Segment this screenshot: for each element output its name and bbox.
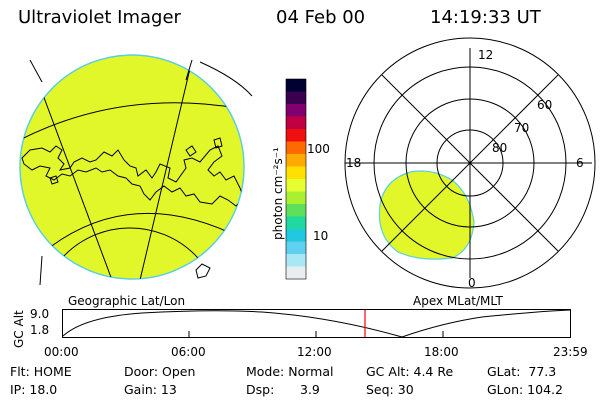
colorbar-segment xyxy=(286,241,306,255)
island-3 xyxy=(213,137,223,149)
colorbar-tick-10: 10 xyxy=(313,229,329,243)
altitude-plot xyxy=(62,309,571,338)
island-1 xyxy=(49,175,59,185)
coastline xyxy=(21,145,244,207)
altitude-curve xyxy=(62,309,571,338)
colorbar-segment xyxy=(286,179,306,192)
colorbar-segment xyxy=(286,191,306,205)
status-glon: GLon: 104.2 xyxy=(487,382,563,397)
geographic-image-panel xyxy=(19,54,253,286)
status-gc-alt: GC Alt: 4.4 Re xyxy=(366,364,454,379)
colorbar-unit-label: photon cm⁻²s⁻¹ xyxy=(271,147,285,240)
colorbar-segment xyxy=(286,104,306,117)
mag-panel-caption: Apex MLat/MLT xyxy=(413,294,503,308)
mlat-mlt-polar-plot xyxy=(344,37,596,289)
outer-arc-topright xyxy=(199,61,253,97)
colorbar-segment xyxy=(286,204,306,217)
status-flt: Flt: HOME xyxy=(10,364,72,379)
instrument-title: Ultraviolet Imager xyxy=(18,7,181,28)
status-gain: Gain: 13 xyxy=(124,382,177,397)
mlat-label-60: 60 xyxy=(537,98,553,112)
mlat-label-80: 80 xyxy=(492,141,508,155)
colorbar-segment xyxy=(286,79,306,92)
altitude-xtick-0000: 00:00 xyxy=(44,345,79,359)
island-2 xyxy=(185,145,197,157)
date-label: 04 Feb 00 xyxy=(276,7,366,28)
colorbar-segment xyxy=(286,116,306,130)
time-label: 14:19:33 UT xyxy=(430,7,541,28)
status-seq: Seq: 30 xyxy=(366,382,414,397)
colorbar-segment xyxy=(286,141,306,155)
altitude-ytick-9: 9.0 xyxy=(30,307,50,321)
status-glat: GLat: 77.3 xyxy=(487,364,557,379)
lat-circle-pole xyxy=(37,227,223,279)
colorbar-segment xyxy=(286,129,306,142)
altitude-ylabel: GC Alt xyxy=(12,310,26,348)
colorbar-segment xyxy=(286,154,306,167)
mlt-label-0: 0 xyxy=(468,276,476,290)
colorbar-segment xyxy=(286,254,306,267)
coast-fragment xyxy=(195,263,211,279)
colorbar-tick-100: 100 xyxy=(307,142,330,156)
colorbar-segment xyxy=(286,216,306,230)
status-ip: IP: 18.0 xyxy=(10,382,58,397)
mlt-label-6: 6 xyxy=(576,156,584,170)
meridian-2 xyxy=(139,59,193,279)
mlat-label-70: 70 xyxy=(514,121,530,135)
outer-meridian-top xyxy=(29,59,43,83)
altitude-xtick-0600: 06:00 xyxy=(171,345,206,359)
geo-panel-caption: Geographic Lat/Lon xyxy=(68,294,186,308)
colorbar-segment xyxy=(286,91,306,105)
colorbar-segment xyxy=(286,166,306,180)
mlt-label-18: 18 xyxy=(346,156,362,170)
status-dsp-value: 3.9 xyxy=(300,382,320,397)
mlt-line-diag-2 xyxy=(381,74,559,252)
status-dsp-label: Dsp: xyxy=(246,382,275,397)
mag-auroral-region xyxy=(378,170,475,260)
altitude-xtick-1800: 18:00 xyxy=(424,345,459,359)
altitude-xtick-2359: 23:59 xyxy=(553,345,588,359)
status-mode: Mode: Normal xyxy=(246,364,334,379)
altitude-ytick-1-8: 1.8 xyxy=(30,323,50,337)
outer-arc-bottomleft xyxy=(39,255,43,286)
outer-meridian-top-2 xyxy=(185,59,193,81)
altitude-xtick-1200: 12:00 xyxy=(297,345,332,359)
color-bar xyxy=(285,78,307,280)
colorbar-segment xyxy=(286,229,306,242)
lat-line-inner xyxy=(39,212,244,256)
mlt-label-12: 12 xyxy=(478,48,494,62)
colorbar-segment xyxy=(286,266,306,280)
status-door: Door: Open xyxy=(124,364,196,379)
